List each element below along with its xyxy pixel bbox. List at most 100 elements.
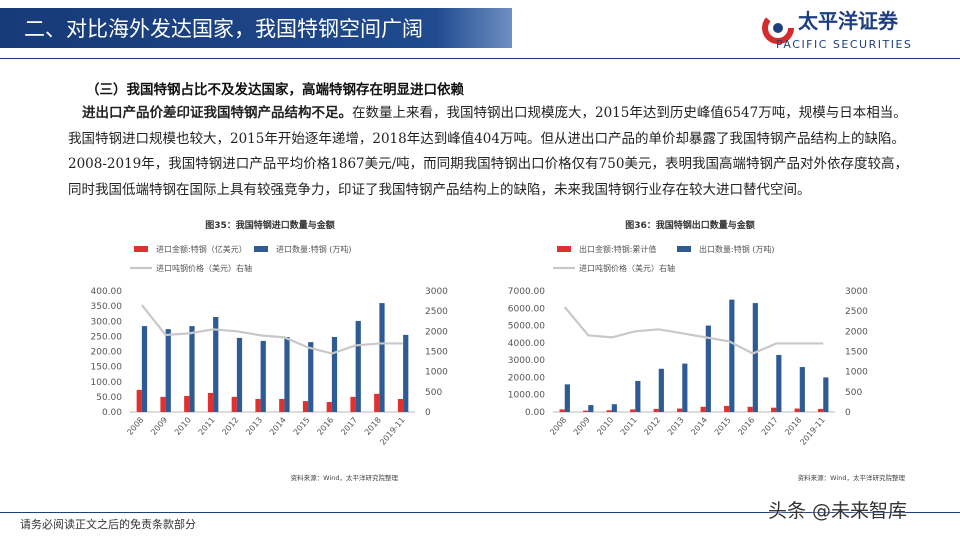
paragraph-lead: 进出口产品价差印证我国特钢产品结构不足。 [82, 105, 352, 121]
paragraph-text: 在数量上来看，我国特钢出口规模庞大，2015年达到历史峰值6547万吨，规模与日… [68, 105, 908, 198]
y-tick-label: 0.00 [102, 408, 122, 418]
x-tick-label: 2013 [666, 416, 686, 437]
x-tick-label: 2016 [736, 416, 756, 437]
bar [606, 410, 612, 412]
bar [379, 303, 385, 412]
y2-tick-label: 2500 [425, 307, 448, 317]
y-tick-label: 0.00 [525, 408, 545, 418]
paragraph: 进出口产品价差印证我国特钢产品结构不足。在数量上来看，我国特钢出口规模庞大，20… [68, 101, 910, 203]
x-tick-label: 2011 [619, 416, 639, 437]
x-tick-label: 2008 [125, 416, 145, 437]
bar [583, 410, 589, 412]
y2-tick-label: 1000 [425, 368, 448, 378]
y2-tick-label: 1000 [845, 368, 868, 378]
bar [184, 395, 190, 412]
y-tick-label: 150.00 [91, 363, 123, 373]
y2-tick-label: 2000 [425, 327, 448, 337]
bar [776, 354, 782, 412]
y-tick-label: 100.00 [91, 378, 123, 388]
y-tick-label: 2000.00 [508, 373, 545, 383]
bar [189, 326, 195, 412]
header-rule [0, 58, 960, 59]
banner-title: 二、对比海外发达国家，我国特钢空间广阔 [24, 17, 423, 41]
x-tick-label: 2010 [173, 416, 193, 437]
x-tick-label: 2009 [572, 416, 592, 437]
bar [682, 363, 688, 412]
bar [700, 406, 706, 412]
x-tick-label: 2009 [149, 416, 169, 437]
bar [403, 334, 409, 412]
logo-cn: 太平洋证券 [798, 9, 899, 33]
x-tick-label: 2017 [339, 416, 359, 437]
x-tick-label: 2014 [689, 416, 709, 437]
bar [724, 405, 730, 412]
x-tick-label: 2012 [220, 416, 240, 437]
legend-swatch [677, 246, 691, 252]
legend-swatch [254, 246, 268, 252]
x-tick-label: 2010 [595, 416, 615, 437]
x-tick-label: 2011 [197, 416, 217, 437]
x-tick-label: 2015 [292, 416, 312, 437]
y-tick-label: 3000.00 [508, 356, 545, 366]
legend-swatch [557, 246, 571, 252]
bar [231, 396, 237, 412]
bar [355, 320, 361, 412]
y-tick-label: 50.00 [96, 393, 122, 403]
bar [747, 406, 753, 412]
legend-label: 出口金额:特钢:累计值 [579, 244, 656, 254]
y2-tick-label: 3000 [425, 287, 448, 297]
logo-en: PACIFIC SECURITIES [776, 38, 912, 51]
bar [611, 404, 617, 412]
bar [141, 326, 148, 412]
section-heading: （三）我国特钢占比不及发达国家，高端特钢存在明显进口依赖 [86, 82, 464, 98]
bar [823, 377, 829, 412]
bar [160, 396, 166, 412]
y2-tick-label: 2000 [845, 327, 868, 337]
line [141, 304, 404, 355]
bar [799, 367, 805, 412]
bar [279, 398, 285, 412]
bar [564, 384, 570, 412]
chart-title: 图36：我国特钢出口数量与金额 [625, 219, 755, 231]
y-tick-label: 350.00 [91, 302, 123, 312]
y-tick-label: 5000.00 [508, 322, 545, 332]
bar [630, 409, 636, 412]
logo: 太平洋证券 PACIFIC SECURITIES [762, 9, 912, 51]
chart-title: 图35：我国特钢进口数量与金额 [205, 219, 335, 231]
x-tick-label: 2008 [548, 416, 568, 437]
legend-label: 进口金额:特钢（亿美元） [156, 244, 247, 254]
chart-source: 资料来源：Wind，太平洋研究院整理 [798, 473, 906, 482]
bar [165, 329, 171, 412]
bar [635, 380, 641, 412]
legend-label: 进口吨钢价格（美元）右轴 [579, 263, 675, 273]
x-tick-label: 2019-11 [378, 416, 406, 447]
y2-tick-label: 1500 [845, 348, 868, 358]
bar [374, 393, 380, 412]
x-tick-label: 2018 [363, 416, 383, 437]
legend-swatch [134, 246, 148, 252]
legend-label: 进口吨钢价格（美元）右轴 [156, 263, 252, 273]
y-tick-label: 1000.00 [508, 391, 545, 401]
line [563, 306, 824, 355]
bar [207, 392, 214, 412]
x-tick-label: 2016 [315, 416, 335, 437]
legend-label: 出口数量:特钢 (万吨) [699, 244, 774, 254]
y2-tick-label: 0 [845, 408, 851, 418]
bar [302, 401, 309, 412]
x-tick-label: 2012 [642, 416, 662, 437]
bar [818, 408, 824, 412]
bar [308, 342, 314, 412]
bar [729, 299, 735, 412]
y-tick-label: 300.00 [91, 317, 123, 327]
y-tick-label: 6000.00 [508, 304, 545, 314]
bar [653, 408, 659, 412]
x-tick-label: 2017 [760, 416, 780, 437]
logo-icon-dot [773, 23, 783, 33]
y2-tick-label: 3000 [845, 287, 868, 297]
banner [0, 8, 512, 48]
legend-label: 进口数量:特钢 (万吨) [276, 244, 351, 254]
bar [705, 325, 711, 412]
bar [331, 336, 338, 412]
